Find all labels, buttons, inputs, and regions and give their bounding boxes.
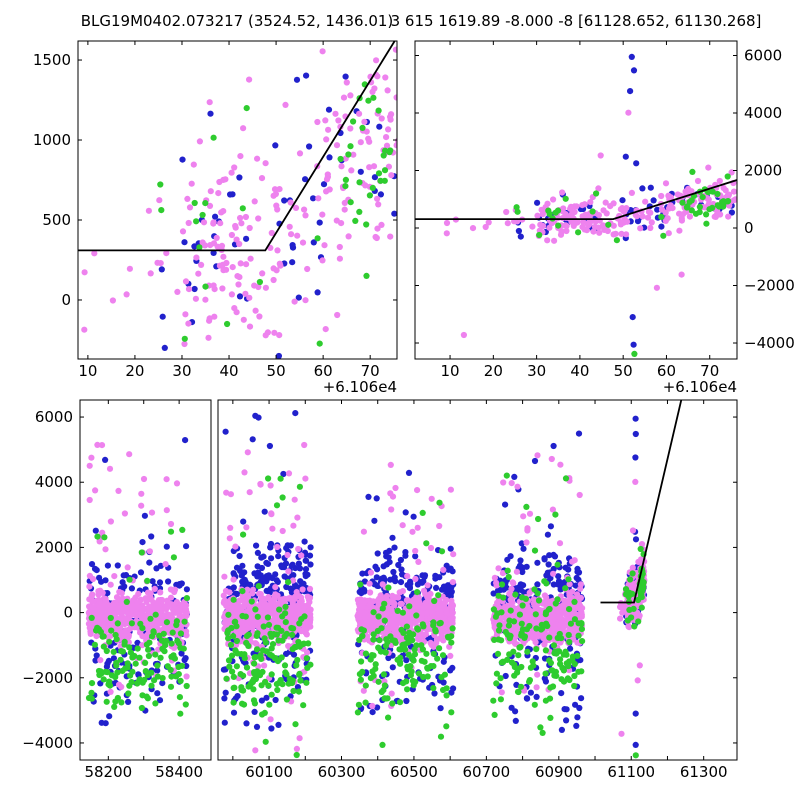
x-axis-offset-label: +6.106e4 [323, 378, 397, 396]
violet-scatter-points [81, 41, 397, 348]
panel-top-right-fullscale-tick-labels: 10 20 30 40 50 60 70+6.106e4 −4000 −2000 0 2000 400… [441, 46, 795, 396]
x-tick-label: 70 [700, 362, 719, 380]
x-tick-label: 60500 [390, 763, 438, 781]
figure-title-left: BLG19M0402.073217 (3524.52, 1436.01) [80, 12, 394, 30]
y-tick-label: −2000 [22, 669, 73, 687]
figure-title-right: 3 615 1619.89 -8.000 -8 [61128.652, 6113… [390, 12, 762, 30]
axes-frame [414, 40, 738, 360]
axes-frame [79, 399, 212, 761]
y-tick-label: 4000 [35, 473, 73, 491]
green-scatter-points [513, 168, 732, 357]
y-tick-label: 0 [744, 219, 754, 237]
x-tick-label: 58200 [84, 763, 132, 781]
x-tick-label: 60 [657, 362, 676, 380]
panel-bottom-left: 58200 58400 −4000 −2000 0 2000 4000 6000 [22, 399, 212, 781]
panel-bottom-right: 60100 60300 60500 60700 60900 61100 61300 [217, 399, 738, 781]
green-scatter-points [85, 526, 190, 717]
panel-top-right-fullscale-points [443, 53, 737, 357]
x-tick-label: 70 [361, 362, 380, 380]
y-tick-label: −4000 [744, 334, 795, 352]
x-tick-label: 61100 [607, 763, 655, 781]
panel-top-right-fullscale: 10 20 30 40 50 60 70+6.106e4 −4000 −2000 0 2000 400… [414, 40, 795, 396]
y-tick-label: 2000 [744, 162, 782, 180]
y-tick-label: 1000 [33, 131, 71, 149]
x-tick-label: 60300 [318, 763, 366, 781]
panel-bottom-right-tick-labels: 60100 60300 60500 60700 60900 61100 61300 [245, 763, 727, 781]
axes-frame [77, 40, 398, 360]
x-tick-label: 60100 [245, 763, 293, 781]
panel-bottom-right-points [220, 410, 648, 759]
x-tick-label: 10 [78, 362, 97, 380]
x-tick-label: 40 [219, 362, 238, 380]
panel-bottom-right-ticks [232, 400, 737, 760]
green-scatter-points [223, 472, 647, 759]
panel-top-left-zoom: 10 20 30 40 50 60 70+6.106e4 0 500 1000 1500 [33, 40, 398, 396]
y-tick-label: 4000 [744, 104, 782, 122]
y-tick-label: 0 [61, 291, 71, 309]
y-tick-label: 1500 [33, 51, 71, 69]
y-tick-label: −4000 [22, 734, 73, 752]
panel-bottom-left-points [85, 437, 190, 727]
x-tick-label: 30 [527, 362, 546, 380]
y-tick-label: 6000 [35, 408, 73, 426]
y-tick-label: 0 [63, 604, 73, 622]
x-tick-label: 60700 [463, 763, 511, 781]
model-line [600, 400, 683, 604]
model-line [415, 179, 737, 221]
x-tick-label: 60900 [535, 763, 583, 781]
x-tick-label: 30 [172, 362, 191, 380]
y-tick-label: −2000 [744, 277, 795, 295]
x-tick-label: 58400 [155, 763, 203, 781]
x-tick-label: 50 [614, 362, 633, 380]
model-line [78, 41, 396, 252]
x-tick-label: 40 [570, 362, 589, 380]
violet-scatter-points [443, 109, 737, 339]
y-tick-label: 2000 [35, 538, 73, 556]
x-axis-offset-label: +6.106e4 [663, 378, 737, 396]
y-tick-label: 500 [42, 211, 71, 229]
panel-top-left-zoom-points [81, 41, 397, 359]
x-tick-label: 10 [441, 362, 460, 380]
x-tick-label: 20 [125, 362, 144, 380]
violet-scatter-points [220, 441, 648, 754]
x-tick-label: 50 [267, 362, 286, 380]
panel-bottom-left-ticks [80, 400, 180, 760]
x-tick-label: 60 [314, 362, 333, 380]
green-scatter-points [157, 81, 394, 347]
axes-frame [217, 399, 738, 761]
panel-top-left-zoom-ticks [78, 41, 397, 359]
x-tick-label: 61300 [680, 763, 728, 781]
panel-bottom-left-tick-labels: 58200 58400 −4000 −2000 0 2000 4000 6000 [22, 408, 203, 781]
y-tick-label: 6000 [744, 46, 782, 64]
panel-top-left-zoom-tick-labels: 10 20 30 40 50 60 70+6.106e4 0 500 1000 1500 [33, 51, 397, 396]
x-tick-label: 20 [484, 362, 503, 380]
panel-top-right-fullscale-ticks [415, 41, 737, 359]
